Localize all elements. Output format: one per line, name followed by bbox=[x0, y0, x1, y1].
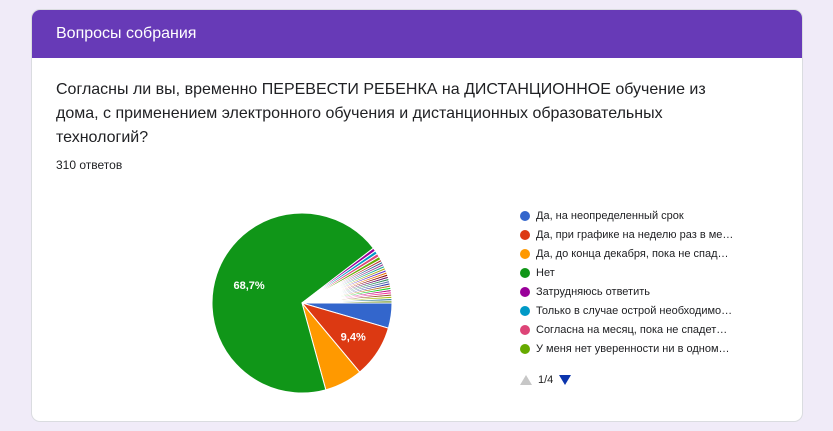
legend-dot bbox=[520, 324, 530, 335]
legend-dot bbox=[520, 305, 530, 316]
legend-label: Только в случае острой необходимо… bbox=[536, 304, 733, 317]
legend-label: Да, при графике на неделю раз в ме… bbox=[536, 228, 734, 241]
legend-item[interactable]: Да, до конца декабря, пока не спад… bbox=[520, 244, 760, 263]
card-header: Вопросы собрания bbox=[32, 10, 802, 58]
next-page-icon[interactable] bbox=[559, 375, 572, 385]
legend-dot bbox=[520, 343, 530, 354]
legend-label: Затрудняюсь ответить bbox=[536, 285, 651, 298]
legend-item[interactable]: Затрудняюсь ответить bbox=[520, 282, 760, 301]
legend-label: У меня нет уверенности ни в одном… bbox=[536, 342, 730, 355]
legend-item[interactable]: Согласна на месяц, пока не спадет… bbox=[520, 320, 760, 339]
legend-label: Нет bbox=[536, 266, 555, 279]
legend-dot bbox=[520, 210, 530, 221]
pie-slice[interactable] bbox=[211, 212, 375, 394]
legend-dot bbox=[520, 248, 530, 259]
response-count: 310 ответов bbox=[56, 158, 123, 172]
pie-chart-svg: 9,4% 68,7% bbox=[211, 212, 393, 394]
chart-legend: Да, на неопределенный срок Да, при графи… bbox=[520, 206, 760, 358]
pie-chart: 9,4% 68,7% bbox=[202, 203, 402, 403]
legend-item[interactable]: Да, на неопределенный срок bbox=[520, 206, 760, 225]
question-card: Вопросы собрания Согласны ли вы, временн… bbox=[32, 10, 802, 421]
pie-slice[interactable] bbox=[301, 300, 393, 304]
previous-page-icon[interactable] bbox=[520, 375, 532, 385]
page-indicator: 1/4 bbox=[538, 374, 554, 386]
pie-data-label: 68,7% bbox=[234, 280, 265, 292]
legend-pager: 1/4 bbox=[520, 374, 572, 386]
legend-dot bbox=[520, 286, 530, 297]
legend-dot bbox=[520, 229, 530, 240]
pie-data-label: 9,4% bbox=[341, 331, 366, 343]
legend-item[interactable]: Да, при графике на неделю раз в ме… bbox=[520, 225, 760, 244]
question-text: Согласны ли вы, временно ПЕРЕВЕСТИ РЕБЕН… bbox=[56, 81, 706, 146]
legend-label: Да, до конца декабря, пока не спад… bbox=[536, 247, 729, 260]
legend-label: Да, на неопределенный срок bbox=[536, 209, 684, 222]
legend-label: Согласна на месяц, пока не спадет… bbox=[536, 323, 728, 336]
legend-item[interactable]: Только в случае острой необходимо… bbox=[520, 301, 760, 320]
legend-dot bbox=[520, 267, 530, 278]
legend-item[interactable]: У меня нет уверенности ни в одном… bbox=[520, 339, 760, 358]
legend-item[interactable]: Нет bbox=[520, 263, 760, 282]
